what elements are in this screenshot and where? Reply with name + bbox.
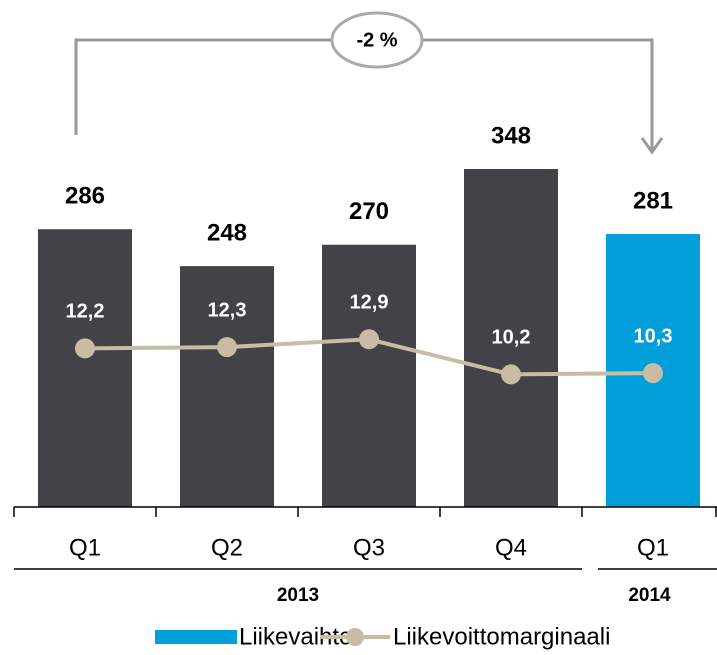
bar-label: 286: [65, 183, 105, 210]
bar-label: 270: [349, 198, 389, 225]
group-label: 2013: [277, 585, 319, 606]
line-label: 12,9: [350, 292, 389, 314]
line-label: 12,2: [66, 301, 105, 323]
annotation-bracket: [74, 11, 664, 155]
legend-swatch: [155, 630, 237, 644]
bar-label: 248: [207, 219, 247, 246]
annotation: -2 %: [356, 29, 397, 51]
line-marker: [501, 364, 521, 385]
line-label: 10,3: [634, 325, 673, 347]
line-label: 10,2: [492, 327, 531, 349]
group-label: 2014: [628, 585, 671, 606]
bar: [180, 266, 274, 507]
x-tick-label: Q1: [637, 534, 669, 561]
legend-marker: [346, 628, 364, 646]
line-label: 12,3: [208, 299, 247, 321]
x-tick-label: Q4: [495, 534, 527, 561]
legend-label: Liikevoittomarginaali: [393, 623, 610, 650]
line-marker: [643, 363, 663, 384]
x-tick-label: Q2: [211, 534, 243, 561]
x-tick-label: Q3: [353, 534, 385, 561]
bar-label: 348: [491, 122, 531, 149]
bar-label: 281: [633, 187, 673, 214]
x-tick-label: Q1: [69, 534, 101, 561]
line-marker: [75, 338, 95, 359]
bar: [38, 229, 132, 507]
line-marker: [359, 329, 379, 350]
bar: [322, 244, 416, 508]
bar: [464, 169, 558, 507]
line-marker: [217, 337, 237, 358]
